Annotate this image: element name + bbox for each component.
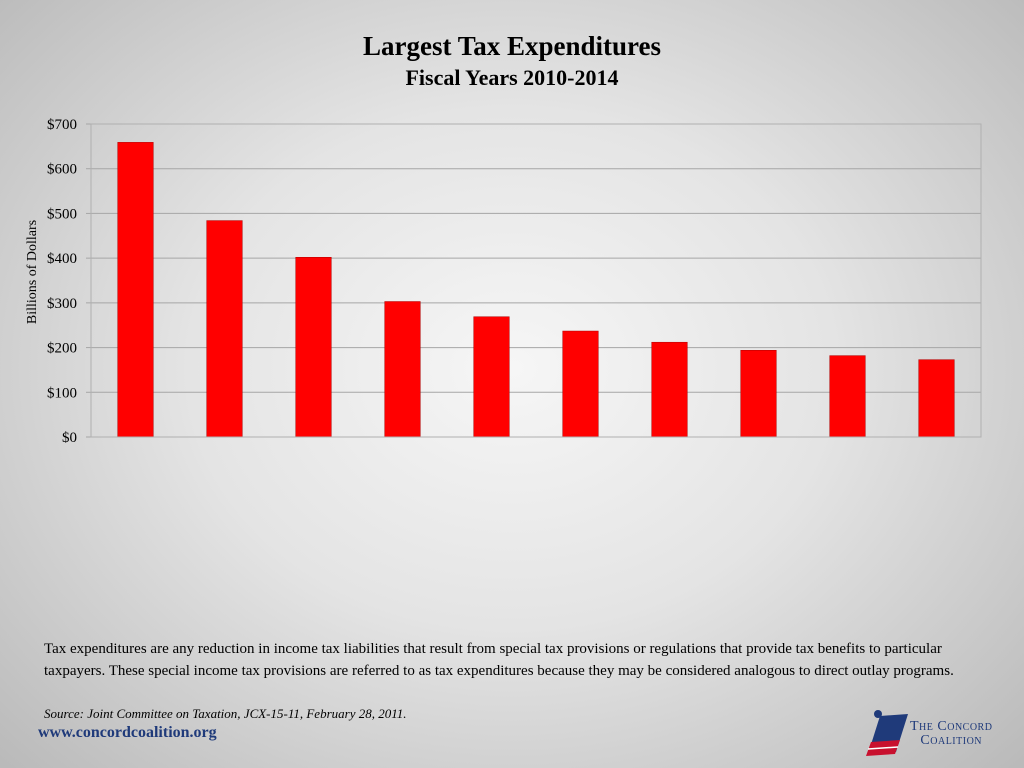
y-axis-ticks: $0 $100 $200 $300 $400 $500 $600 $700: [47, 117, 91, 446]
y-tick-label: $300: [47, 296, 77, 312]
chart-subtitle: Fiscal Years 2010-2014: [405, 65, 619, 90]
bar: [206, 220, 243, 438]
bar: [918, 359, 955, 438]
logo-line-1: The Concord: [910, 719, 993, 734]
website-link[interactable]: www.concordcoalition.org: [38, 724, 217, 741]
y-tick-label: $200: [47, 341, 77, 357]
y-tick-label: $600: [47, 162, 77, 178]
y-tick-label: $400: [47, 251, 77, 267]
bar: [117, 142, 154, 438]
minuteman-flag-icon: [866, 710, 908, 756]
source-note: Source: Joint Committee on Taxation, JCX…: [44, 706, 407, 721]
bar: [740, 350, 777, 438]
chart-title: Largest Tax Expenditures: [362, 31, 662, 61]
y-axis-label-text: Billions of Dollars: [25, 219, 40, 325]
bar: [295, 256, 332, 438]
bar: [384, 301, 421, 438]
bar: [473, 316, 510, 438]
y-tick-label: $0: [62, 430, 77, 446]
y-tick-label: $100: [47, 385, 77, 401]
bar: [829, 355, 866, 438]
description-text: Tax expenditures are any reduction in in…: [44, 641, 954, 679]
bar-chart: $0 $100 $200 $300 $400 $500 $600 $700: [47, 117, 982, 446]
y-tick-label: $700: [47, 117, 77, 133]
logo-line-2: Coalition: [920, 733, 983, 748]
logo-text: The Concord Coalition: [910, 720, 992, 748]
bar: [562, 330, 599, 438]
plot-area-border: [90, 123, 982, 438]
bars: [117, 142, 955, 438]
y-tick-label: $500: [47, 206, 77, 222]
bar: [651, 341, 688, 438]
concord-coalition-logo[interactable]: The Concord Coalition: [862, 708, 1017, 758]
